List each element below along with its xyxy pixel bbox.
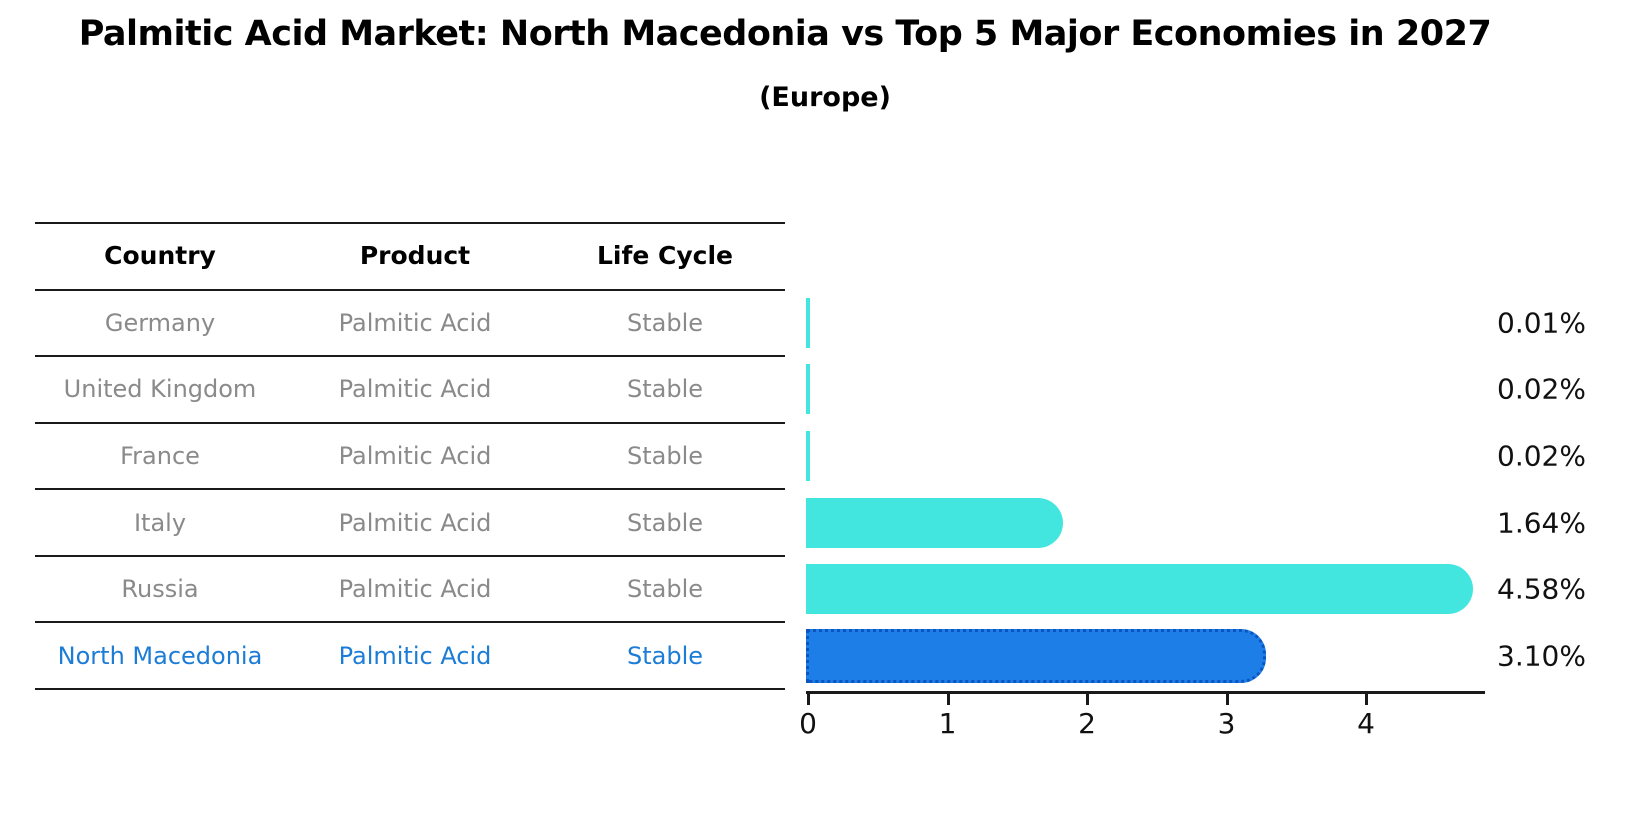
- bar-value-label: 0.01%: [1497, 306, 1586, 340]
- table-row-russia: Russia Palmitic Acid Stable: [35, 556, 785, 622]
- table-header-row: Country Product Life Cycle: [35, 223, 785, 289]
- table-cell-country: Russia: [121, 575, 199, 604]
- table-grid-line: [35, 421, 785, 424]
- bar-north-macedonia: [806, 628, 1267, 683]
- bar-value-label: 1.64%: [1497, 506, 1586, 540]
- table-cell-country: France: [120, 441, 200, 470]
- table-grid-line: [35, 488, 785, 491]
- table-cell-country: Italy: [133, 508, 187, 537]
- table-grid-line: [35, 687, 785, 690]
- table-row-north-macedonia: North Macedonia Palmitic Acid Stable: [35, 623, 785, 689]
- bar-germany: [806, 297, 810, 348]
- comparison-table: Country Product Life Cycle Germany Palmit…: [35, 0, 785, 823]
- bar-russia: [806, 564, 1473, 615]
- table-cell-product: Palmitic Acid: [338, 441, 492, 470]
- table-cell-product: Palmitic Acid: [338, 508, 492, 537]
- table-row-united-kingdom: United Kingdom Palmitic Acid Stable: [35, 356, 785, 422]
- bar-value-label: 3.10%: [1497, 639, 1586, 673]
- x-axis-tick-label: 3: [1217, 707, 1236, 740]
- x-axis-tick: [1086, 694, 1089, 705]
- table-cell-life-cycle: Stable: [626, 375, 704, 404]
- table-header-product: Product: [359, 241, 471, 270]
- table-grid-line: [35, 554, 785, 557]
- x-axis-tick: [1365, 694, 1368, 705]
- table-row-france: France Palmitic Acid Stable: [35, 423, 785, 489]
- table-cell-country: United Kingdom: [63, 375, 257, 404]
- table-cell-product: Palmitic Acid: [338, 641, 492, 670]
- table-cell-life-cycle: Stable: [626, 308, 704, 337]
- table-cell-country: North Macedonia: [57, 641, 263, 670]
- x-axis-tick: [1225, 694, 1229, 705]
- table-row-italy: Italy Palmitic Acid Stable: [35, 490, 785, 556]
- bar-value-label: 0.02%: [1497, 372, 1586, 406]
- table-cell-product: Palmitic Acid: [338, 575, 492, 604]
- table-cell-life-cycle: Stable: [626, 575, 704, 604]
- chart-title: Palmitic Acid Market: North Macedonia vs…: [78, 14, 1492, 54]
- chart-subtitle: (Europe): [759, 82, 891, 113]
- x-axis-tick: [946, 694, 950, 705]
- table-cell-product: Palmitic Acid: [338, 375, 492, 404]
- table-grid-line: [35, 355, 785, 358]
- x-axis-tick-label: 0: [799, 707, 817, 740]
- table-cell-product: Palmitic Acid: [338, 308, 492, 337]
- table-grid-line: [35, 288, 785, 291]
- table-header-country: Country: [104, 241, 216, 270]
- x-axis-tick-label: 1: [938, 707, 957, 740]
- x-axis-tick-label: 4: [1357, 707, 1375, 740]
- table-grid-line: [35, 222, 785, 224]
- table-cell-life-cycle: Stable: [626, 441, 704, 470]
- bar-value-label: 0.02%: [1497, 439, 1586, 473]
- table-grid-line: [35, 621, 785, 624]
- table-header-lifecycle: Life Cycle: [596, 241, 734, 270]
- table-cell-life-cycle: Stable: [626, 641, 704, 670]
- bar-france: [806, 430, 810, 481]
- x-axis-line: [806, 691, 1486, 694]
- table-cell-country: Germany: [104, 308, 216, 337]
- table-cell-life-cycle: Stable: [626, 508, 704, 537]
- table-row-germany: Germany Palmitic Acid Stable: [35, 290, 785, 356]
- x-axis-tick: [807, 694, 810, 705]
- bar-value-label: 4.58%: [1497, 572, 1586, 606]
- bar-italy: [806, 497, 1063, 548]
- bar-united-kingdom: [806, 364, 810, 415]
- x-axis-tick-label: 2: [1078, 707, 1096, 740]
